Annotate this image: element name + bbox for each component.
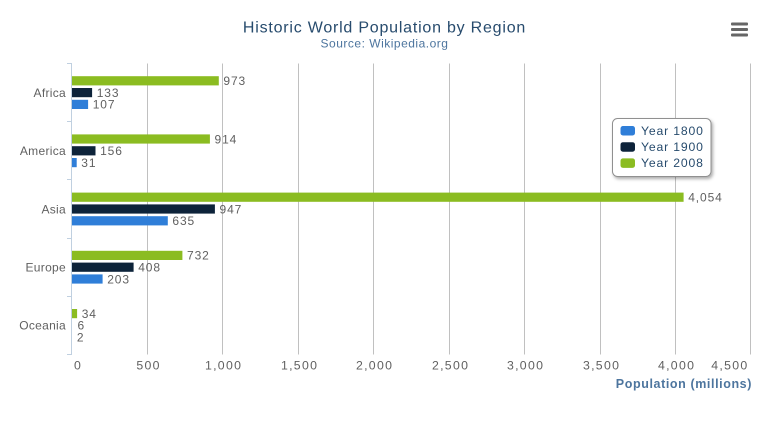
svg-text:Population (millions): Population (millions): [616, 377, 752, 391]
svg-text:31: 31: [81, 156, 96, 170]
svg-text:Europe: Europe: [26, 261, 67, 275]
svg-text:4,054: 4,054: [688, 191, 723, 205]
svg-text:Asia: Asia: [41, 202, 66, 216]
svg-text:2,500: 2,500: [432, 359, 469, 373]
svg-text:203: 203: [107, 272, 130, 286]
svg-text:133: 133: [97, 86, 120, 100]
svg-text:4,000: 4,000: [658, 359, 695, 373]
svg-text:Africa: Africa: [34, 86, 66, 100]
svg-text:Year 2008: Year 2008: [641, 156, 704, 170]
svg-text:3,500: 3,500: [583, 359, 620, 373]
svg-text:Oceania: Oceania: [19, 319, 66, 333]
svg-text:America: America: [20, 144, 66, 158]
svg-text:635: 635: [172, 214, 195, 228]
svg-text:Year 1900: Year 1900: [641, 140, 704, 154]
svg-text:1,500: 1,500: [281, 359, 318, 373]
svg-text:732: 732: [187, 249, 210, 263]
svg-text:408: 408: [138, 261, 161, 275]
svg-text:Source: Wikipedia.org: Source: Wikipedia.org: [321, 36, 449, 50]
svg-text:156: 156: [100, 144, 123, 158]
svg-text:2: 2: [77, 331, 85, 345]
svg-text:Year 1800: Year 1800: [641, 124, 704, 138]
svg-text:Historic World Population by R: Historic World Population by Region: [243, 20, 526, 37]
svg-text:6: 6: [78, 319, 86, 333]
svg-text:914: 914: [215, 132, 238, 146]
svg-text:947: 947: [220, 202, 243, 216]
svg-text:973: 973: [223, 74, 246, 88]
svg-text:4,500: 4,500: [711, 359, 748, 373]
svg-text:107: 107: [93, 98, 116, 112]
svg-text:3,000: 3,000: [507, 359, 544, 373]
svg-text:1,000: 1,000: [205, 359, 242, 373]
svg-text:2,000: 2,000: [356, 359, 393, 373]
svg-text:34: 34: [82, 307, 97, 321]
svg-text:0: 0: [74, 359, 82, 373]
svg-text:500: 500: [136, 359, 160, 373]
